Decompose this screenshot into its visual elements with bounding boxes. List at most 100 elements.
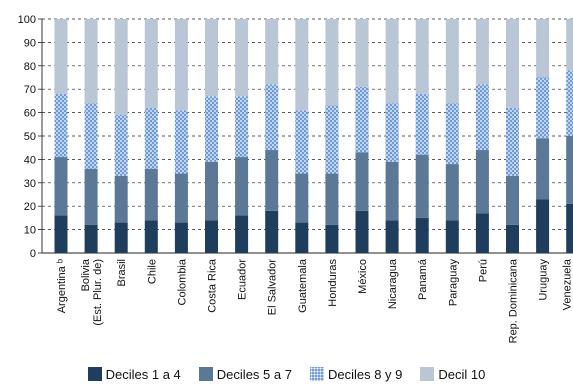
bar-segment-4 xyxy=(295,19,309,111)
category-label: Ecuador xyxy=(237,259,249,300)
bar-segment-3 xyxy=(295,110,309,174)
bar-segment-2 xyxy=(566,136,573,204)
bar-segment-1 xyxy=(536,199,550,253)
bar-segment-3 xyxy=(265,84,279,151)
category-label: Uruguay xyxy=(538,259,550,301)
y-tick-label: 0 xyxy=(30,248,36,260)
y-tick-label: 10 xyxy=(24,225,36,237)
bar-segment-4 xyxy=(385,19,399,104)
bar-segment-2 xyxy=(506,175,519,225)
bar-segment-4 xyxy=(144,19,158,108)
bar-segment-2 xyxy=(54,157,68,216)
bar-segment-2 xyxy=(235,157,249,216)
bar-segment-4 xyxy=(355,19,369,87)
bar-segment-3 xyxy=(506,107,519,176)
category-label: Costa Rica xyxy=(207,258,219,313)
bar-segment-1 xyxy=(54,215,68,253)
bar-segment-2 xyxy=(84,168,98,225)
bar-segment-1 xyxy=(415,217,429,253)
category-label: Guatemala xyxy=(297,258,309,313)
bar-segment-4 xyxy=(566,19,573,71)
bar-segment-4 xyxy=(114,19,128,115)
category-label: Argentina ᵇ xyxy=(56,259,68,313)
bar-segment-3 xyxy=(174,110,188,174)
bar-segment-4 xyxy=(536,19,550,78)
bar-segment-1 xyxy=(355,210,369,253)
bar-segment-1 xyxy=(235,215,249,253)
category-label: Paraguay xyxy=(447,259,459,307)
category-label: Brasil xyxy=(116,259,128,287)
bar-segment-1 xyxy=(445,220,459,253)
category-label: Perú xyxy=(477,259,489,282)
bar-segment-2 xyxy=(295,173,309,223)
category-label: Bolivia(Est. Plur. de) xyxy=(80,258,104,326)
bar-segment-4 xyxy=(54,19,68,94)
legend-item-1: Deciles 1 a 4 xyxy=(87,367,181,382)
bar-segment-1 xyxy=(566,203,573,253)
y-tick-label: 80 xyxy=(24,61,36,73)
y-tick-label: 90 xyxy=(24,37,36,49)
bar-segment-2 xyxy=(114,175,128,223)
bar-segment-3 xyxy=(325,105,339,174)
bars xyxy=(54,19,573,253)
bar-segment-1 xyxy=(506,224,519,253)
category-labels: Argentina ᵇ Bolivia(Est. Plur. de) Brasil C… xyxy=(56,258,573,343)
bar-segment-1 xyxy=(174,222,188,253)
bar-segment-1 xyxy=(475,213,489,253)
bar-segment-1 xyxy=(265,210,279,253)
bar-segment-3 xyxy=(355,86,369,153)
bar-segment-2 xyxy=(536,138,550,200)
category-label: Venezuela(Rep. Bol. de) xyxy=(562,258,573,327)
bar-segment-1 xyxy=(144,220,158,253)
legend-label: Deciles 8 y 9 xyxy=(327,366,403,382)
bar-segment-3 xyxy=(536,77,550,139)
legend-swatch xyxy=(198,367,213,381)
category-label: México xyxy=(357,259,369,294)
bar-segment-2 xyxy=(325,173,339,225)
category-label: El Salvador xyxy=(267,259,279,316)
bar-segment-2 xyxy=(385,161,399,221)
bar-segment-3 xyxy=(445,103,459,165)
bar-segment-4 xyxy=(475,19,489,85)
bar-segment-2 xyxy=(415,154,429,218)
bar-segment-3 xyxy=(475,84,489,151)
bar-segment-1 xyxy=(385,220,399,253)
legend-swatch xyxy=(87,367,102,381)
bar-segment-1 xyxy=(295,222,309,253)
legend-item-3: Deciles 8 y 9 xyxy=(309,366,403,382)
y-tick-label: 100 xyxy=(18,14,36,26)
bar-segment-2 xyxy=(445,164,459,221)
legend-label: Deciles 5 a 7 xyxy=(216,366,292,382)
legend-item-2: Deciles 5 a 7 xyxy=(198,366,292,382)
y-tick-label: 60 xyxy=(24,108,36,120)
bar-segment-4 xyxy=(445,19,459,104)
bar-segment-4 xyxy=(205,19,218,97)
bar-segment-3 xyxy=(54,93,68,158)
bar-segment-1 xyxy=(84,224,98,253)
bar-segment-4 xyxy=(265,19,279,85)
bar-segment-3 xyxy=(144,107,158,169)
category-label: Chile xyxy=(146,259,158,284)
y-tick-label: 30 xyxy=(24,178,36,190)
bar-segment-3 xyxy=(84,103,98,169)
bar-segment-3 xyxy=(566,70,573,136)
category-label: Honduras xyxy=(327,259,339,307)
bar-segment-2 xyxy=(174,173,188,223)
bar-segment-4 xyxy=(235,19,249,97)
bar-segment-4 xyxy=(415,19,429,94)
bar-segment-3 xyxy=(235,96,249,158)
bar-segment-4 xyxy=(174,19,188,111)
category-label: Panamá xyxy=(417,258,429,300)
category-label: Colombia xyxy=(176,258,188,305)
bar-segment-1 xyxy=(114,222,128,253)
bar-segment-3 xyxy=(385,103,399,162)
bar-segment-3 xyxy=(415,93,429,155)
category-label: Rep. Dominicana xyxy=(508,258,520,343)
legend-swatch xyxy=(420,367,435,381)
legend-swatch xyxy=(309,367,324,381)
bar-segment-2 xyxy=(144,168,158,221)
bar-segment-3 xyxy=(114,114,128,176)
bar-segment-3 xyxy=(205,96,218,162)
y-tick-label: 70 xyxy=(24,84,36,96)
